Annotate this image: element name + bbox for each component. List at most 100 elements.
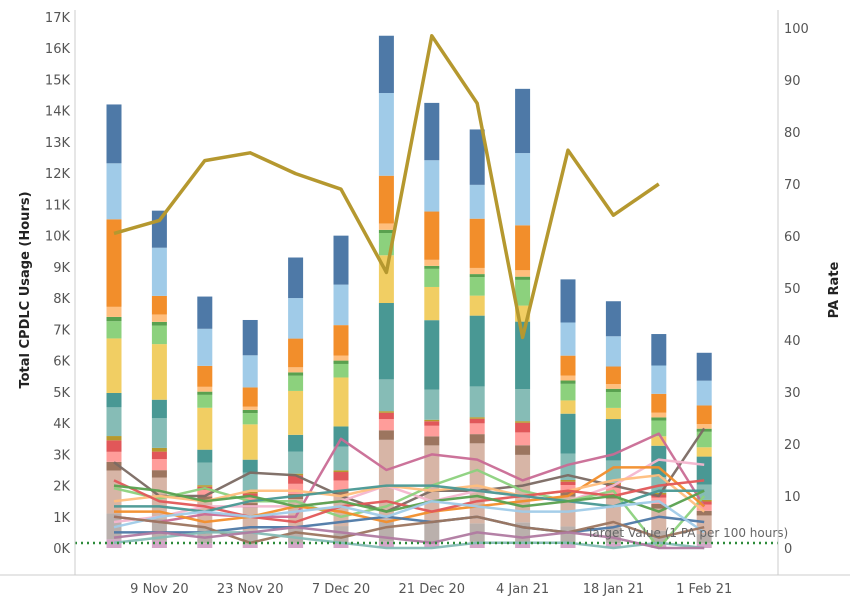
bar-segment (560, 380, 576, 384)
bar-segment (515, 432, 531, 446)
bar-segment (333, 235, 349, 285)
bar-segment (333, 377, 349, 427)
bar-segment (605, 407, 621, 420)
small-series-line (113, 427, 706, 513)
bar-segment (696, 405, 712, 425)
x-tick-label: 7 Dec 20 (312, 582, 370, 597)
bar-segment (424, 389, 440, 420)
bar-segment (424, 102, 440, 161)
bar-segment (288, 372, 304, 376)
bar-segment (333, 284, 349, 326)
bar-segment (424, 259, 440, 266)
bar-segment (651, 334, 667, 366)
bar-segment (242, 507, 258, 531)
bar-segment (151, 418, 167, 448)
right-tick-label: 80 (784, 126, 801, 141)
bar-segment (605, 388, 621, 392)
bar-segment (560, 322, 576, 356)
bar-segment (696, 543, 712, 548)
bar-segment (469, 267, 485, 275)
bar-segment (288, 367, 304, 373)
bar-segment (288, 451, 304, 474)
bar-segment (106, 306, 122, 317)
bar-segment (288, 542, 304, 548)
right-tick-label: 0 (784, 542, 792, 557)
bar-segment (106, 539, 122, 548)
bar-segment (696, 484, 712, 500)
bar-segment (515, 153, 531, 226)
small-series-line (113, 515, 705, 545)
bar-segment (288, 375, 304, 391)
bar-segment (106, 219, 122, 307)
bar-segment (696, 499, 712, 502)
bar-segment (605, 482, 621, 485)
bar-segment (288, 338, 304, 368)
bar-segment (378, 541, 394, 548)
bar-segment (696, 534, 712, 544)
small-series-line (113, 468, 706, 550)
bar-segment (333, 363, 349, 378)
bar-segment (197, 407, 213, 450)
bar-segment (560, 491, 576, 497)
left-tick-label: 0K (53, 542, 70, 557)
bar-segment (197, 543, 213, 548)
x-tick-label: 23 Nov 20 (217, 582, 284, 597)
bar-segment (151, 459, 167, 471)
bar-segment (515, 225, 531, 271)
bar-segment (515, 279, 531, 306)
bar-segment (151, 447, 167, 452)
bar-segment (333, 355, 349, 361)
small-series-line (113, 458, 705, 524)
right-axis-ticks: 0 10 20 30 40 50 60 70 80 90 100 (784, 22, 809, 557)
bar-segment (378, 303, 394, 380)
x-axis-ticks: 9 Nov 20 23 Nov 20 7 Dec 20 21 Dec 20 4 Jan … (130, 582, 732, 597)
bar-segment (424, 520, 440, 542)
bar-segment (605, 460, 621, 483)
bar-segment (151, 314, 167, 322)
bar-segment (197, 462, 213, 486)
bar-segment (151, 518, 167, 541)
bar-segment (378, 412, 394, 420)
bar-segment (242, 491, 258, 494)
right-tick-label: 20 (784, 438, 801, 453)
bar-segment (106, 392, 122, 408)
bar-segment (696, 380, 712, 406)
bar-segment (242, 496, 258, 504)
bar-segment (288, 483, 304, 494)
bar-segment (197, 485, 213, 487)
bar-segment (197, 296, 213, 329)
bar-segment (197, 449, 213, 463)
x-tick-label: 18 Jan 21 (583, 582, 644, 597)
left-tick-label: 7K (53, 323, 70, 338)
right-tick-label: 70 (784, 178, 801, 193)
bar-segment (242, 319, 258, 356)
bar-segment (605, 419, 621, 461)
bar-segment (242, 544, 258, 548)
x-tick-label: 21 Dec 20 (399, 582, 466, 597)
bar-segment (560, 355, 576, 376)
bar-segment (696, 447, 712, 457)
bar-segment (560, 375, 576, 381)
bar-segment (106, 440, 122, 452)
bar-segment (106, 338, 122, 393)
bar-segment (605, 384, 621, 389)
bar-segment (469, 443, 485, 524)
bar-segment (696, 510, 712, 516)
small-series-line (113, 531, 705, 550)
left-tick-label: 4K (53, 417, 70, 432)
bar-segment (151, 344, 167, 400)
bar-segment (378, 229, 394, 234)
bar-segment (151, 470, 167, 478)
bar-segment (151, 325, 167, 345)
right-tick-label: 60 (784, 230, 801, 245)
bar-segment (424, 265, 440, 269)
bar-segment (696, 352, 712, 381)
small-series-line (114, 466, 706, 524)
bar-segment (696, 504, 712, 511)
bar-segment (469, 541, 485, 548)
bar-segment (560, 480, 576, 482)
bar-segment (242, 409, 258, 414)
bar-segment (469, 218, 485, 268)
left-tick-label: 15K (45, 73, 71, 88)
